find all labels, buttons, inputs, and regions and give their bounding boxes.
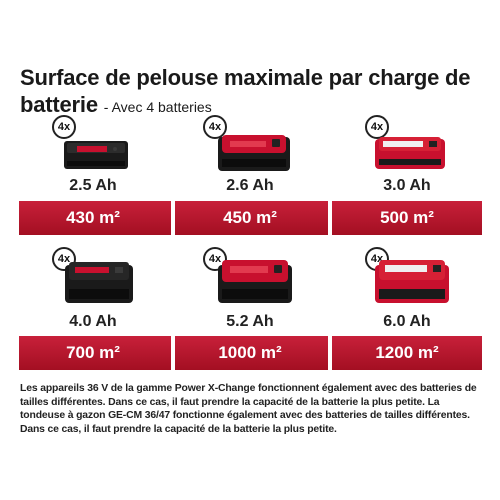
area-bar-row-2: 700 m² 1000 m² 1200 m² — [19, 336, 482, 370]
battery-3-0ah-icon — [375, 137, 445, 169]
area-value: 700 m² — [66, 343, 120, 362]
bar-divider — [328, 201, 332, 235]
battery-4-0ah-icon — [65, 262, 133, 303]
capacity-label: 2.5 Ah — [69, 177, 117, 194]
area-value: 500 m² — [380, 208, 434, 227]
capacity-label: 5.2 Ah — [226, 313, 274, 330]
bar-divider — [171, 336, 175, 370]
capacity-label: 2.6 Ah — [226, 177, 274, 194]
quantity-badge: 4x — [52, 247, 76, 271]
battery-5-2ah-icon — [218, 260, 292, 303]
capacity-label: 3.0 Ah — [383, 177, 431, 194]
bar-divider — [171, 201, 175, 235]
battery-2-6ah-icon — [218, 135, 290, 171]
area-value: 450 m² — [223, 208, 277, 227]
area-bar-row-1: 430 m² 450 m² 500 m² — [19, 201, 482, 235]
battery-6-0ah-icon — [375, 260, 449, 303]
capacity-label: 6.0 Ah — [383, 313, 431, 330]
page-title: Surface de pelouse maximale par charge d… — [20, 64, 490, 121]
area-value: 1200 m² — [375, 343, 439, 362]
title-main: Surface de pelouse maximale par charge d… — [20, 65, 471, 117]
quantity-badge: 4x — [365, 115, 389, 139]
capacity-label: 4.0 Ah — [69, 313, 117, 330]
title-subtitle: - Avec 4 batteries — [103, 99, 212, 115]
area-value: 430 m² — [66, 208, 120, 227]
battery-2-5ah-icon — [64, 141, 128, 169]
bar-divider — [328, 336, 332, 370]
quantity-badge: 4x — [203, 115, 227, 139]
footnote: Les appareils 36 V de la gamme Power X-C… — [20, 383, 477, 435]
area-value: 1000 m² — [218, 343, 282, 362]
quantity-badge: 4x — [52, 115, 76, 139]
